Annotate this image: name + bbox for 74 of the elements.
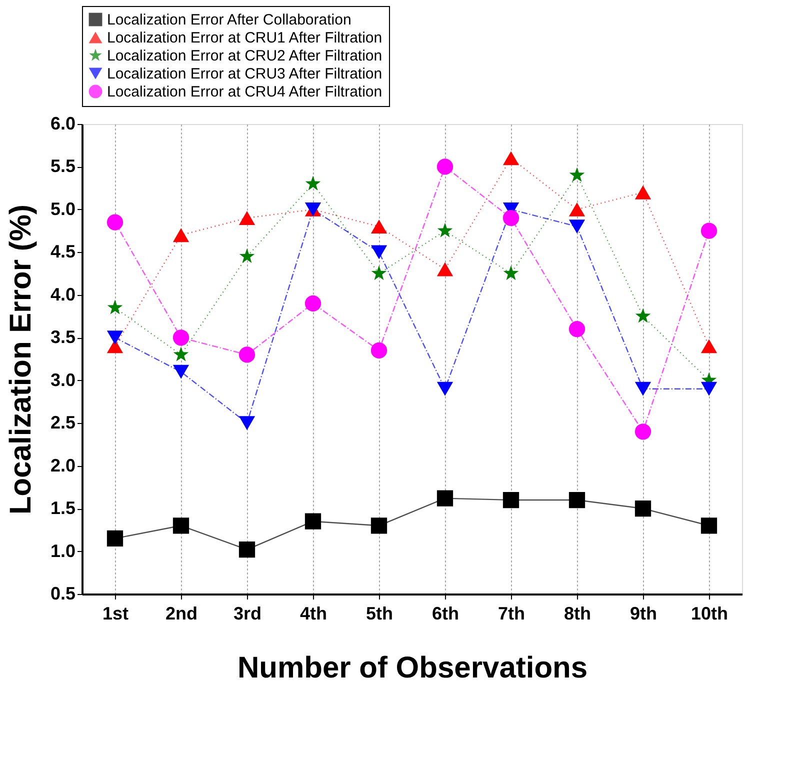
point xyxy=(436,490,454,506)
point xyxy=(238,542,256,558)
y-tick-label: 3.0 xyxy=(50,370,76,390)
x-tick-label: 5th xyxy=(366,604,393,624)
point xyxy=(106,214,124,230)
point xyxy=(700,222,718,239)
x-tick-label: 6th xyxy=(432,604,459,624)
point xyxy=(436,382,454,396)
x-tick-label: 10th xyxy=(690,604,728,624)
x-tick-label: 8th xyxy=(564,604,591,624)
x-tick-label: 1st xyxy=(102,604,129,624)
point xyxy=(436,262,454,276)
point xyxy=(569,167,585,182)
x-axis-title: Number of Observations xyxy=(237,652,588,684)
x-tick-label: 2nd xyxy=(165,604,198,624)
legend-label: Localization Error After Collaboration xyxy=(107,12,352,28)
point xyxy=(568,321,586,338)
point xyxy=(172,228,190,242)
x-tick-label: 9th xyxy=(630,604,657,624)
x-tick-label: 7th xyxy=(498,604,525,624)
y-tick-label: 4.0 xyxy=(50,284,76,304)
point xyxy=(172,364,190,379)
point xyxy=(238,416,256,430)
point xyxy=(370,220,388,234)
y-tick-label: 0.5 xyxy=(50,584,76,604)
point xyxy=(634,424,652,440)
point xyxy=(172,330,190,346)
point xyxy=(370,342,388,358)
point xyxy=(238,211,256,225)
point xyxy=(371,265,387,280)
point xyxy=(634,382,652,396)
point xyxy=(503,265,519,280)
point xyxy=(370,245,388,260)
point xyxy=(635,308,651,323)
point xyxy=(239,248,255,263)
y-axis-title: Localization Error (%) xyxy=(4,204,38,515)
y-tick-label: 5.0 xyxy=(50,198,76,219)
point xyxy=(634,185,652,200)
point xyxy=(304,513,322,530)
point xyxy=(568,220,586,234)
point xyxy=(502,492,520,508)
point xyxy=(305,176,321,190)
point xyxy=(370,518,388,534)
point xyxy=(173,346,189,362)
point xyxy=(238,346,256,363)
y-tick-label: 1.5 xyxy=(50,498,76,518)
point xyxy=(502,151,520,166)
point xyxy=(634,500,652,517)
point xyxy=(107,300,123,314)
point xyxy=(700,518,718,534)
point xyxy=(502,210,520,226)
legend-label: Localization Error at CRU3 After Filtration xyxy=(107,66,382,82)
y-tick-label: 1.0 xyxy=(50,540,76,561)
x-tick-label: 4th xyxy=(300,604,327,624)
y-tick-label: 5.5 xyxy=(50,156,76,176)
point xyxy=(700,339,718,354)
legend-label: Localization Error at CRU2 After Filtration xyxy=(107,48,382,64)
legend-label: Localization Error at CRU1 After Filtration xyxy=(107,30,382,46)
y-tick-label: 2.5 xyxy=(50,412,76,433)
point xyxy=(700,382,718,396)
y-tick-label: 6.0 xyxy=(50,114,76,134)
x-tick-label: 3rd xyxy=(233,604,262,624)
legend-label: Localization Error at CRU4 After Filtration xyxy=(107,84,382,100)
point xyxy=(172,518,190,534)
y-tick-label: 2.0 xyxy=(50,455,76,476)
y-tick-label: 4.5 xyxy=(50,242,76,262)
point xyxy=(568,202,586,216)
point xyxy=(436,158,454,175)
point xyxy=(568,492,586,508)
point xyxy=(437,222,453,238)
point xyxy=(106,330,124,345)
y-tick-label: 3.5 xyxy=(50,327,76,348)
point xyxy=(304,295,322,312)
point xyxy=(106,530,124,547)
